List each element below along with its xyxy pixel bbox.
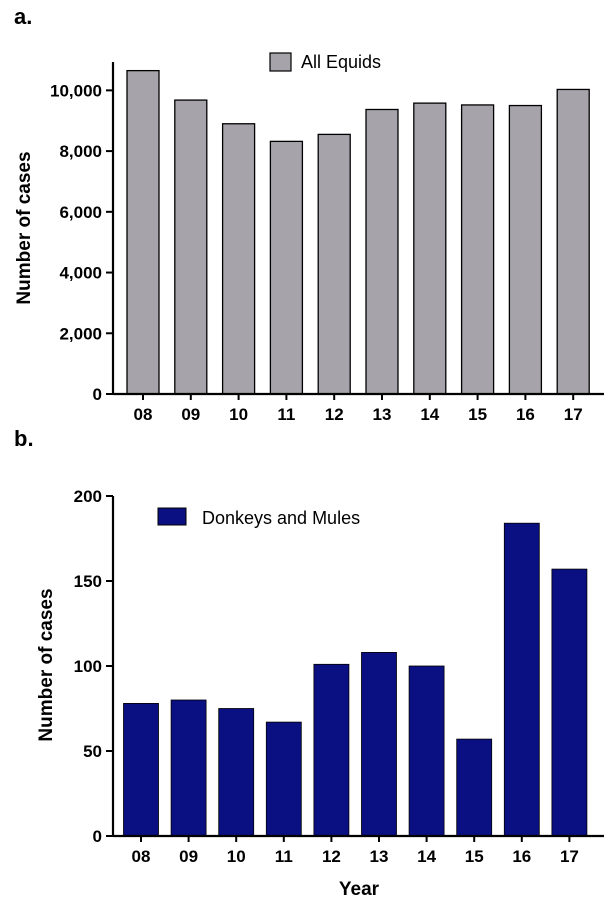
- b-x-tick-label: 10: [227, 847, 246, 866]
- b-bar-08: [123, 703, 159, 837]
- a-y-tick-label: 4,000: [59, 264, 102, 283]
- panel-a-y-ticks: 0 2,000 4,000 6,000 8,000 10,000: [50, 81, 113, 404]
- b-bar-09: [170, 699, 207, 837]
- b-x-tick-label: 15: [465, 847, 484, 866]
- a-bar-12: [317, 133, 351, 395]
- b-x-tick-label: 16: [512, 847, 531, 866]
- b-x-tick-label: 08: [132, 847, 151, 866]
- a-x-tick-label: 14: [420, 405, 439, 424]
- a-y-tick-label: 2,000: [59, 324, 102, 343]
- a-bar-09: [174, 99, 208, 395]
- panel-b-x-ticks: 08 09 10 11 12 13 14 15 16 17: [132, 836, 579, 866]
- b-bar-11: [265, 721, 302, 837]
- a-x-tick-label: 12: [325, 405, 344, 424]
- a-bar-16: [508, 104, 543, 395]
- a-x-tick-label: 09: [181, 405, 200, 424]
- b-bar-15: [456, 738, 493, 837]
- b-y-tick-label: 200: [74, 487, 102, 506]
- a-y-tick-label: 8,000: [59, 142, 102, 161]
- a-bar-13: [365, 108, 399, 395]
- a-bar-15: [460, 104, 495, 395]
- panel-a: a. 0 2,000 4,000 6,000 8,000 10,000 08 09 10 11 1…: [14, 4, 604, 424]
- b-bar-10: [218, 708, 255, 837]
- a-bar-08: [126, 69, 160, 395]
- a-y-tick-label: 0: [93, 385, 102, 404]
- panel-a-bars: [126, 69, 590, 395]
- a-y-tick-label: 10,000: [50, 81, 102, 100]
- panel-b-y-ticks: 0 50 100 150 200: [74, 487, 113, 846]
- panel-b-x-axis-title: Year: [339, 879, 380, 900]
- panel-a-y-axis-title: Number of cases: [14, 151, 35, 304]
- a-x-tick-label: 11: [277, 405, 295, 424]
- panel-b-label: b.: [14, 426, 34, 451]
- b-bar-13: [361, 652, 397, 837]
- b-x-tick-label: 13: [370, 847, 389, 866]
- b-x-tick-label: 14: [417, 847, 436, 866]
- a-x-tick-label: 16: [516, 405, 535, 424]
- a-x-tick-label: 17: [564, 405, 583, 424]
- a-bar-14: [413, 102, 447, 395]
- a-bar-10: [221, 123, 256, 395]
- a-bar-17: [556, 88, 590, 395]
- b-x-tick-label: 12: [322, 847, 341, 866]
- a-x-tick-label: 10: [229, 405, 248, 424]
- b-y-tick-label: 100: [74, 657, 102, 676]
- panel-b: b. 0 50 100 150 200 08 09 10 11 12 13 14 15 16 17 Num…: [14, 426, 604, 900]
- b-bar-17: [551, 568, 588, 837]
- panel-a-legend-label: All Equids: [301, 52, 381, 72]
- a-y-tick-label: 6,000: [59, 203, 102, 222]
- b-x-tick-label: 17: [560, 847, 579, 866]
- panel-b-bars: [123, 522, 588, 837]
- panel-a-x-ticks: 08 09 10 11 12 13 14 15 16 17: [134, 394, 583, 424]
- b-x-tick-label: 11: [275, 847, 293, 866]
- panel-a-legend-swatch: [269, 52, 292, 72]
- a-x-tick-label: 08: [134, 405, 153, 424]
- b-y-tick-label: 0: [93, 827, 102, 846]
- a-x-tick-label: 15: [468, 405, 487, 424]
- b-bar-14: [408, 665, 445, 837]
- panel-b-y-axis-title: Number of cases: [36, 588, 57, 741]
- b-bar-16: [503, 522, 540, 837]
- b-y-tick-label: 150: [74, 572, 102, 591]
- panel-b-legend-label: Donkeys and Mules: [202, 508, 360, 528]
- a-bar-11: [269, 140, 304, 395]
- b-x-tick-label: 09: [179, 847, 198, 866]
- a-x-tick-label: 13: [373, 405, 392, 424]
- b-y-tick-label: 50: [83, 742, 102, 761]
- b-bar-12: [313, 663, 350, 837]
- panel-b-legend-swatch: [157, 507, 187, 526]
- panel-a-label: a.: [14, 4, 32, 29]
